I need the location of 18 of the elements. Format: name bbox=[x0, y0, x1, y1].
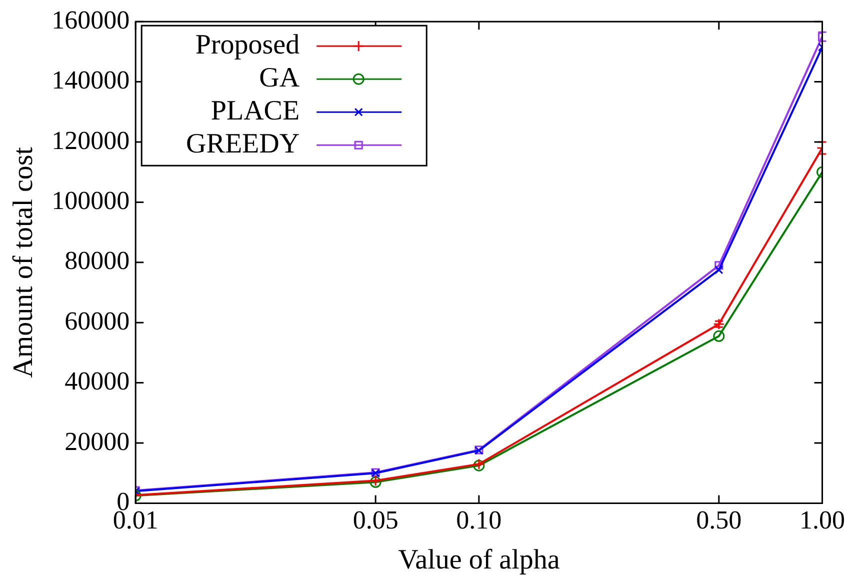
x-tick-label: 1.00 bbox=[800, 506, 845, 535]
y-tick-label: 40000 bbox=[64, 366, 130, 396]
x-axis-title: Value of alpha bbox=[398, 544, 560, 576]
legend-label: PLACE bbox=[210, 95, 300, 126]
y-axis-title: Amount of total cost bbox=[8, 146, 40, 378]
y-tick-label: 120000 bbox=[52, 126, 130, 155]
y-tick-label: 20000 bbox=[64, 426, 130, 456]
legend-label: Proposed bbox=[195, 29, 300, 60]
legend-label: GREEDY bbox=[186, 128, 300, 160]
legend-label: GA bbox=[259, 62, 300, 94]
y-tick-label: 140000 bbox=[52, 66, 130, 95]
x-tick-label: 0.10 bbox=[456, 506, 502, 535]
x-tick-label: 0.05 bbox=[352, 506, 398, 535]
y-tick-label: 100000 bbox=[52, 186, 130, 216]
y-tick-label: 80000 bbox=[64, 246, 130, 276]
y-tick-label: 60000 bbox=[64, 306, 130, 336]
y-tick-label: 160000 bbox=[52, 5, 130, 34]
x-tick-label: 0.50 bbox=[696, 506, 742, 535]
